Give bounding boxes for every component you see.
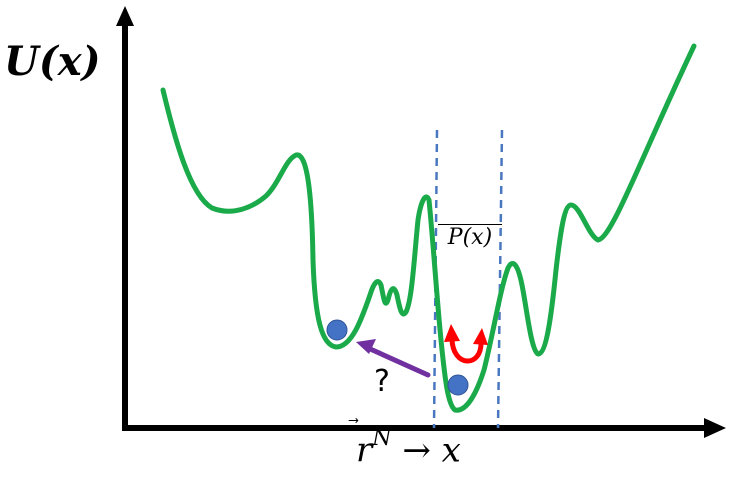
guide-line-right bbox=[498, 130, 502, 428]
x-axis-base: r bbox=[356, 430, 372, 470]
y-axis-label: U(x) bbox=[4, 38, 101, 85]
probability-label: P(x) bbox=[438, 224, 502, 250]
x-axis-label: ⃗rN → x bbox=[356, 430, 461, 470]
y-axis-arrowhead bbox=[116, 6, 134, 26]
question-label: ? bbox=[374, 364, 390, 399]
particle-left-well bbox=[327, 320, 347, 340]
x-axis-var: x bbox=[442, 430, 461, 470]
x-axis-sup: N bbox=[372, 426, 391, 451]
oscillation-arrowhead-left bbox=[444, 324, 460, 342]
right-arrow-icon: → bbox=[402, 430, 431, 470]
particle-center-well bbox=[448, 375, 468, 395]
potential-curve bbox=[163, 46, 694, 410]
oscillation-arrowhead-right bbox=[473, 328, 488, 345]
x-axis-arrowhead bbox=[704, 418, 726, 438]
